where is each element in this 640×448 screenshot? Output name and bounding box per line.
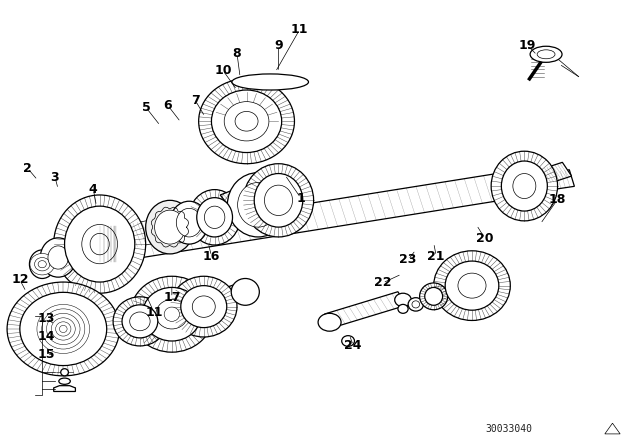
Ellipse shape [54, 195, 146, 293]
Ellipse shape [90, 233, 109, 255]
Text: 14: 14 [38, 330, 56, 343]
Ellipse shape [47, 313, 80, 345]
Ellipse shape [513, 173, 536, 198]
Ellipse shape [82, 224, 118, 264]
Text: 5: 5 [142, 101, 150, 114]
Ellipse shape [198, 79, 294, 164]
Ellipse shape [398, 304, 408, 313]
Ellipse shape [56, 322, 71, 336]
Polygon shape [324, 292, 406, 327]
Ellipse shape [61, 369, 68, 376]
Ellipse shape [211, 90, 282, 152]
Ellipse shape [434, 251, 510, 320]
Ellipse shape [170, 201, 208, 244]
Ellipse shape [60, 325, 67, 332]
Ellipse shape [264, 185, 292, 215]
Polygon shape [120, 219, 164, 248]
Polygon shape [88, 169, 531, 265]
Ellipse shape [491, 151, 557, 221]
Polygon shape [54, 386, 76, 392]
Ellipse shape [204, 206, 225, 228]
Ellipse shape [37, 304, 90, 353]
Ellipse shape [38, 261, 46, 268]
Ellipse shape [130, 312, 150, 331]
Ellipse shape [530, 46, 562, 62]
Ellipse shape [35, 258, 50, 271]
Ellipse shape [501, 161, 547, 211]
Ellipse shape [235, 112, 258, 131]
Text: 9: 9 [274, 39, 283, 52]
Text: 19: 19 [519, 39, 536, 52]
Ellipse shape [412, 301, 420, 308]
Text: 4: 4 [89, 183, 98, 196]
Ellipse shape [146, 200, 194, 254]
Ellipse shape [254, 173, 303, 227]
Ellipse shape [458, 273, 486, 298]
Text: 11: 11 [145, 306, 163, 319]
Ellipse shape [232, 74, 308, 90]
Text: 1: 1 [296, 192, 305, 205]
Text: 10: 10 [214, 64, 232, 77]
Ellipse shape [131, 276, 213, 352]
Text: 17: 17 [163, 291, 180, 304]
Ellipse shape [40, 238, 76, 277]
Text: 7: 7 [191, 94, 200, 107]
Ellipse shape [227, 172, 289, 237]
Ellipse shape [48, 246, 68, 269]
Ellipse shape [180, 286, 227, 327]
Ellipse shape [445, 261, 499, 310]
Ellipse shape [156, 299, 188, 329]
Text: 3: 3 [51, 171, 60, 184]
Ellipse shape [420, 283, 448, 310]
Ellipse shape [65, 206, 135, 282]
Ellipse shape [30, 254, 54, 275]
Ellipse shape [36, 257, 49, 271]
Text: 24: 24 [344, 339, 362, 352]
Ellipse shape [189, 190, 240, 245]
Ellipse shape [20, 293, 107, 366]
Ellipse shape [113, 297, 167, 346]
Text: 12: 12 [11, 273, 29, 286]
Text: 16: 16 [203, 250, 220, 263]
Ellipse shape [171, 276, 237, 337]
Ellipse shape [395, 293, 412, 306]
Ellipse shape [51, 318, 76, 340]
Text: 21: 21 [428, 250, 445, 263]
Ellipse shape [176, 208, 202, 237]
Ellipse shape [243, 164, 314, 237]
Ellipse shape [42, 309, 85, 349]
Ellipse shape [7, 282, 120, 376]
Ellipse shape [29, 250, 55, 279]
Polygon shape [220, 186, 269, 227]
Ellipse shape [237, 182, 278, 227]
Ellipse shape [155, 210, 185, 244]
Text: 6: 6 [164, 99, 172, 112]
Text: 13: 13 [38, 312, 56, 325]
Text: 11: 11 [291, 23, 308, 36]
Text: 15: 15 [38, 348, 56, 361]
Ellipse shape [122, 305, 158, 338]
Ellipse shape [164, 307, 179, 321]
Polygon shape [216, 283, 249, 306]
Ellipse shape [425, 288, 443, 305]
Ellipse shape [342, 336, 355, 346]
Ellipse shape [231, 279, 259, 305]
Text: 2: 2 [23, 162, 32, 175]
Text: 18: 18 [549, 193, 566, 206]
Polygon shape [542, 162, 572, 183]
Text: 23: 23 [399, 253, 417, 266]
Ellipse shape [59, 378, 70, 384]
Ellipse shape [224, 102, 269, 141]
Text: 8: 8 [233, 47, 241, 60]
Ellipse shape [537, 50, 555, 59]
Text: 20: 20 [476, 232, 493, 245]
Ellipse shape [192, 296, 215, 317]
Text: 30033040: 30033040 [485, 423, 532, 434]
Ellipse shape [408, 297, 424, 311]
Text: 22: 22 [374, 276, 391, 289]
Ellipse shape [318, 313, 341, 331]
Ellipse shape [196, 198, 232, 237]
Ellipse shape [143, 288, 201, 341]
Polygon shape [525, 170, 574, 193]
